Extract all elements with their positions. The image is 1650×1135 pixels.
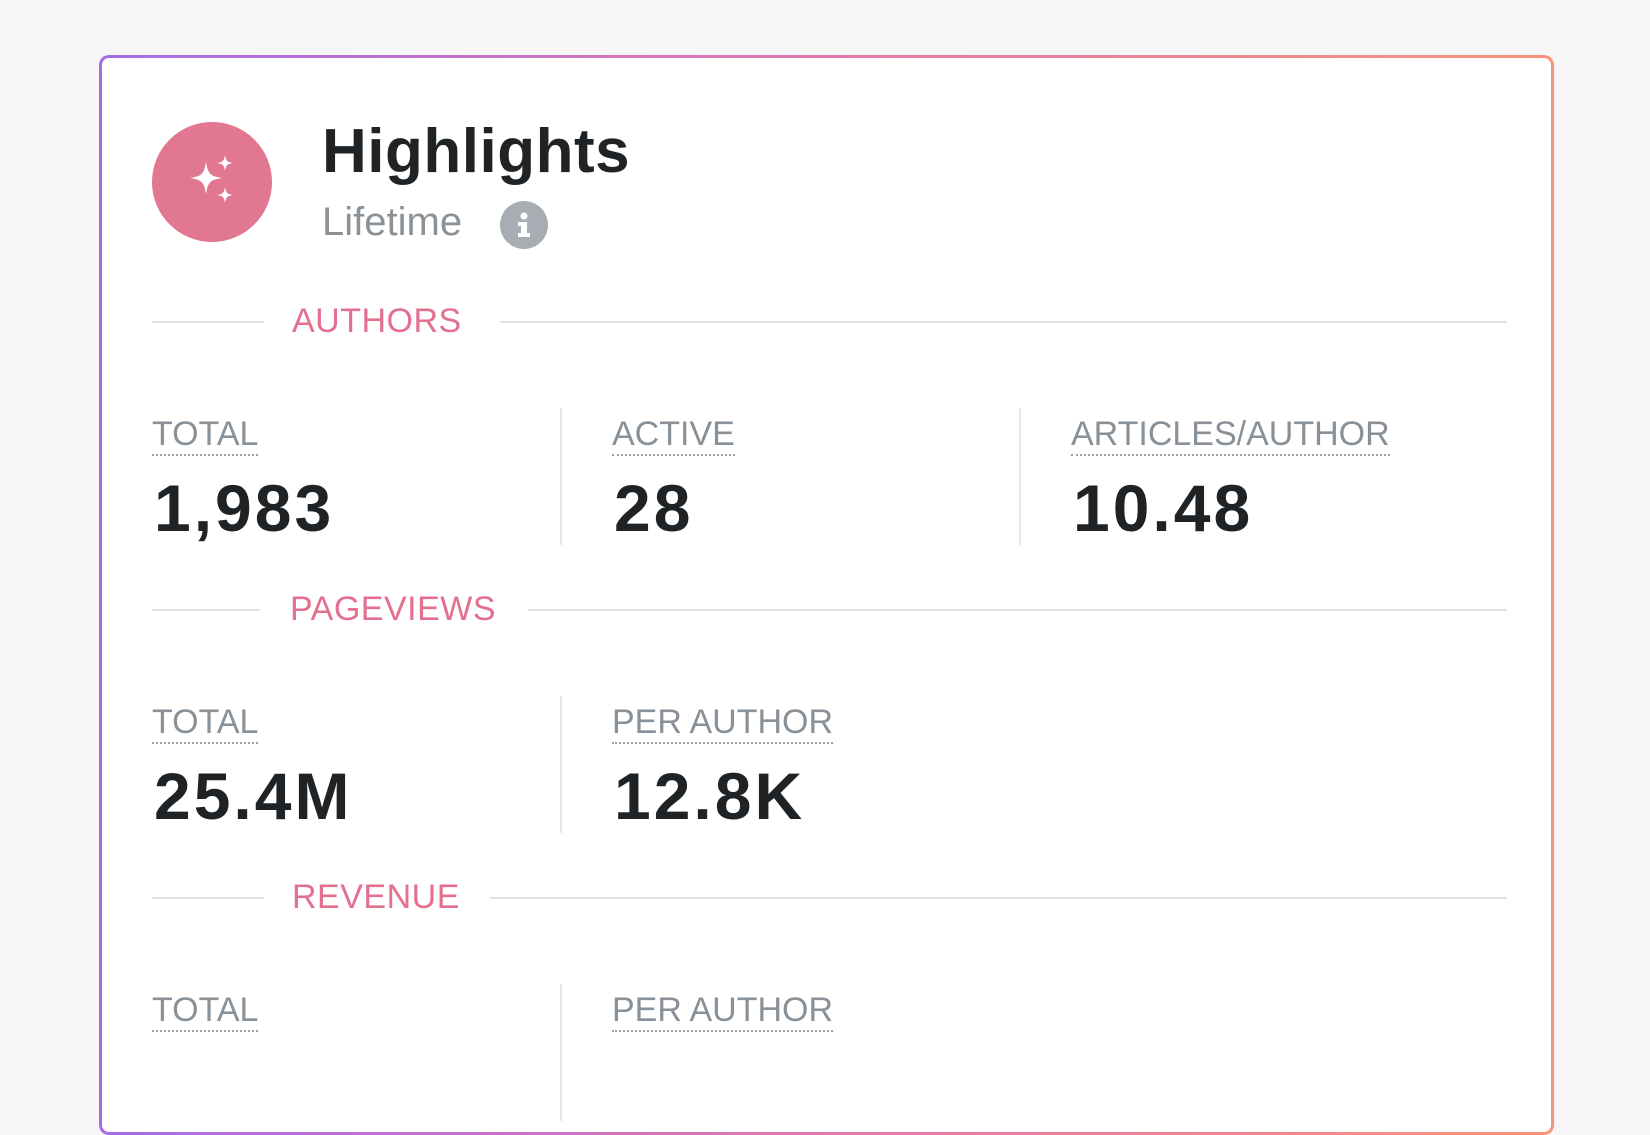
metric-divider (560, 984, 562, 1121)
metric-authors-total: TOTAL 1,983 (152, 414, 612, 554)
metric-value: 1,983 (154, 471, 335, 545)
section-label-pageviews: PAGEVIEWS (290, 590, 497, 628)
metric-label[interactable]: ARTICLES/AUTHOR (1071, 414, 1390, 456)
metric-value: 12.8K (614, 759, 806, 833)
section-divider (528, 609, 1507, 611)
metric-value: 10.48 (1073, 471, 1254, 545)
metric-label[interactable]: PER AUTHOR (612, 990, 834, 1032)
section-divider (152, 609, 260, 611)
section-divider (152, 897, 264, 899)
metric-revenue-per-author: PER AUTHOR (612, 990, 1072, 1130)
section-revenue: REVENUE (152, 878, 1507, 918)
metric-label[interactable]: ACTIVE (612, 414, 735, 456)
metric-label[interactable]: PER AUTHOR (612, 702, 834, 744)
metric-divider (560, 696, 562, 833)
section-authors: AUTHORS (152, 302, 1507, 342)
info-icon[interactable] (500, 201, 548, 249)
metric-label[interactable]: TOTAL (152, 702, 259, 744)
sparkles-icon (190, 155, 233, 203)
section-divider (500, 321, 1507, 323)
highlights-card-border: Highlights Lifetime AUTHORS TOTAL 1,983 … (99, 55, 1554, 1135)
metric-pageviews-total: TOTAL 25.4M (152, 702, 612, 842)
metric-divider (560, 408, 562, 545)
metric-authors-articles-per-author: ARTICLES/AUTHOR 10.48 (1071, 414, 1531, 554)
metric-pageviews-per-author: PER AUTHOR 12.8K (612, 702, 1072, 842)
metric-revenue-total: TOTAL (152, 990, 612, 1130)
metric-label[interactable]: TOTAL (152, 414, 259, 456)
metric-value: 25.4M (154, 759, 353, 833)
section-divider (152, 321, 264, 323)
section-label-revenue: REVENUE (292, 878, 460, 916)
metric-divider (1019, 408, 1021, 545)
section-pageviews: PAGEVIEWS (152, 590, 1507, 630)
card-subtitle: Lifetime (322, 200, 463, 244)
card-title: Highlights (322, 117, 631, 186)
metric-authors-active: ACTIVE 28 (612, 414, 1072, 554)
highlights-avatar (152, 122, 272, 242)
highlights-card: Highlights Lifetime AUTHORS TOTAL 1,983 … (102, 58, 1551, 1132)
metric-value: 28 (614, 471, 694, 545)
section-label-authors: AUTHORS (292, 302, 462, 340)
metric-label[interactable]: TOTAL (152, 990, 259, 1032)
section-divider (490, 897, 1507, 899)
